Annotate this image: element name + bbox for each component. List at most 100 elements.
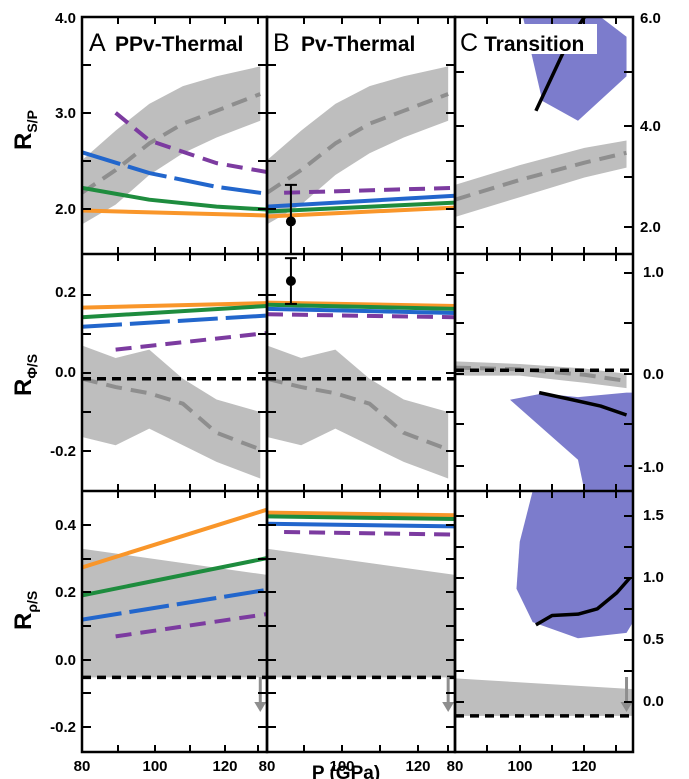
y-label-row2: RΦ/S: [10, 354, 40, 396]
panel-a-middle: [82, 301, 267, 479]
panel-b-top: [267, 66, 455, 254]
series-b-bottom-purple-3-line: [284, 530, 455, 537]
panel-a-letter: A: [89, 29, 106, 57]
panel-b-middle: [267, 257, 455, 479]
panel-c-letter: C: [460, 29, 478, 57]
series-b-top-orange-0-line: [267, 205, 455, 219]
panel-c-title: Transition: [484, 33, 584, 56]
series-b-top-gray_line-5-band: [267, 66, 449, 225]
y-tick-r2-left-0: 0.2: [55, 284, 76, 301]
x-tick-c-0: 80: [447, 758, 464, 775]
plot-layer: [82, 17, 633, 718]
y-tick-r1-left-1: 3.0: [55, 105, 76, 122]
y-label-row1: RS/P: [10, 110, 40, 150]
y-tick-r2-left-2: -0.2: [50, 443, 76, 460]
y-tick-r1-right-0: 6.0: [640, 10, 661, 27]
series-b-top-purple-3-line: [284, 185, 455, 195]
series-c-bottom-black-3-line: [535, 576, 632, 627]
x-tick-a-2: 120: [212, 758, 237, 775]
series-b-top-blue-2-line: [267, 193, 455, 209]
x-tick-c-1: 100: [507, 758, 532, 775]
x-tick-b-2: 120: [405, 758, 430, 775]
panel-c-bottom: [455, 491, 633, 718]
series-c-bottom-gray_band-1-region: [455, 678, 633, 716]
series-b-middle-green-1-line: [267, 302, 455, 311]
series-a-top-gray_line-4-line: [82, 92, 261, 195]
series-c-middle-blue_region-2-region: [510, 392, 633, 491]
y-tick-r3-left-1: 0.2: [55, 584, 76, 601]
series-a-top-blue-2-line: [82, 150, 267, 196]
series-b-top-black-4-point: [285, 216, 296, 227]
x-tick-c-2: 120: [571, 758, 596, 775]
series-a-top-purple-3-line: [114, 111, 267, 175]
panel-b-letter: B: [273, 29, 290, 57]
series-c-middle-gray_line-1-line: [455, 365, 627, 383]
y-tick-r1-left-2: 2.0: [55, 201, 76, 218]
series-a-middle-gray_line-5-line: [82, 376, 261, 452]
series-b-top-gray_line-5-line: [267, 92, 449, 195]
y-tick-r3-right-2: 0.5: [643, 631, 664, 648]
series-a-middle-green-1-line: [82, 303, 267, 320]
y-tick-r3-left-2: 0.0: [55, 652, 76, 669]
series-b-middle-gray_line-6-line: [267, 376, 449, 452]
panel-c-top: [455, 17, 627, 217]
series-b-bottom-orange-0-line: [267, 510, 455, 518]
y-tick-r1-right-2: 2.0: [640, 219, 661, 236]
x-tick-a-1: 100: [142, 758, 167, 775]
y-tick-r2-right-2: -1.0: [638, 459, 664, 476]
y-tick-r2-left-1: 0.0: [55, 364, 76, 381]
x-axis-title: P (GPa): [312, 763, 380, 779]
series-b-bottom-blue-2-line: [267, 521, 455, 529]
series-b-middle-orange-0-line: [267, 300, 455, 308]
panel-a-bottom: [82, 507, 267, 712]
series-b-middle-black-4-point: [285, 276, 296, 287]
series-c-middle-black-3-line: [538, 390, 628, 417]
series-a-top-gray_line-4-band: [82, 66, 261, 225]
panel-a-top: [82, 66, 267, 225]
x-tick-a-0: 80: [74, 758, 91, 775]
series-b-middle-purple-3-line: [267, 312, 455, 320]
series-c-top-gray_line-0-band: [455, 140, 627, 217]
y-tick-r3-right-0: 1.5: [643, 507, 664, 524]
series-a-middle-gray_line-5-band: [82, 345, 261, 479]
y-tick-r3-left-3: -0.2: [50, 719, 76, 736]
panel-a-title: PPv-Thermal: [115, 33, 243, 56]
series-a-bottom-orange-0-line: [82, 507, 267, 570]
series-b-bottom-green-1-line: [267, 514, 455, 521]
y-tick-r1-right-1: 4.0: [640, 118, 661, 135]
y-tick-r2-right-1: 0.0: [643, 366, 664, 383]
series-c-middle-gray_line-1-band: [455, 361, 627, 389]
series-b-top-green-1-line: [267, 200, 455, 214]
series-c-top-gray_line-0-line: [455, 150, 627, 202]
panel-b-title: Pv-Thermal: [301, 33, 415, 56]
series-a-bottom-gray_band-5-region: [82, 548, 267, 678]
x-tick-b-1: 100: [329, 758, 354, 775]
series-a-bottom-blue-2-line: [82, 587, 267, 622]
panel-b-bottom: [267, 510, 455, 712]
series-a-middle-orange-0-line: [82, 301, 267, 310]
y-tick-r1-left-0: 4.0: [55, 10, 76, 27]
series-b-bottom-gray_line-6-arrow-head: [442, 702, 455, 712]
series-c-bottom-gray_line-4-arrow-head: [620, 702, 633, 712]
x-tick-b-0: 80: [259, 758, 276, 775]
series-a-bottom-green-1-line: [82, 556, 267, 598]
y-tick-r3-right-1: 1.0: [643, 569, 664, 586]
series-a-top-orange-0-line: [82, 208, 267, 218]
series-a-bottom-purple-3-line: [115, 612, 267, 639]
panel-a-label-bg: [87, 24, 255, 54]
series-a-middle-blue-2-line: [82, 313, 267, 329]
series-a-bottom-gray_line-6-arrow-head: [254, 702, 267, 712]
panel-c-label-bg: [460, 24, 597, 54]
y-label-row3: Rρ/S: [10, 591, 40, 630]
y-tick-r3-right-3: 0.0: [643, 693, 664, 710]
series-a-top-green-1-line: [82, 185, 267, 212]
series-c-bottom-blue_region-2-region: [516, 491, 633, 639]
series-b-middle-gray_line-6-band: [267, 345, 449, 479]
tick-marks: [81, 16, 633, 752]
series-a-middle-purple-3-line: [115, 331, 267, 352]
series-b-middle-blue-2-line: [267, 306, 455, 316]
panel-c-middle: [455, 361, 633, 491]
panel-frames: [80, 15, 635, 754]
y-tick-r2-right-0: 1.0: [643, 264, 664, 281]
